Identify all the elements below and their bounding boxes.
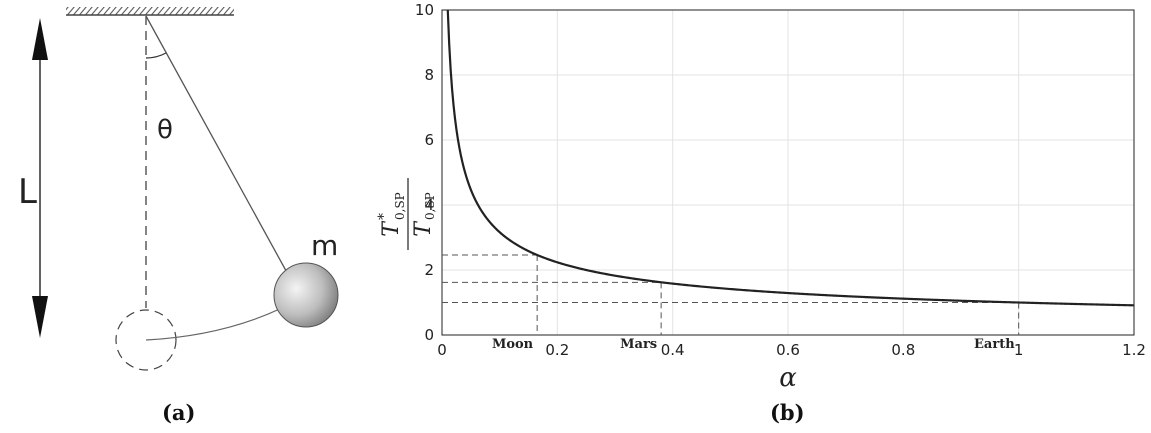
angle-arc [145, 52, 167, 59]
y-tick-label: 10 [415, 1, 434, 19]
panel-b-label: (b) [770, 400, 805, 425]
y-tick-label: 8 [424, 66, 434, 84]
pendulum-string [145, 15, 291, 279]
axis-ticks: 0 0.2 0.4 0.6 0.8 1 1.2 0 2 4 6 8 10 [415, 1, 1146, 359]
rest-bob-outline [115, 309, 177, 371]
marker-label: Moon [492, 337, 534, 352]
mass-label: m [311, 229, 338, 262]
plot-frame [441, 9, 1135, 336]
ylabel-num-sup: * [376, 213, 392, 220]
ylabel-den-sub: 0,SP [423, 192, 437, 220]
ylabel-num-sub: 0,SP [393, 192, 407, 220]
pendulum-diagram: L θ m (a) [18, 7, 339, 425]
panel-a-label: (a) [162, 400, 195, 425]
angle-label: θ [157, 115, 173, 145]
x-tick-label: 0.6 [776, 341, 800, 359]
ylabel-den-main: T [411, 220, 436, 237]
reference-markers: Moon Mars Earth [442, 254, 1020, 352]
y-tick-label: 4 [424, 196, 434, 214]
y-tick-label: 2 [424, 261, 434, 279]
chart-grid [441, 9, 1135, 336]
y-axis-label: T * 0,SP T 0,SP [376, 178, 437, 250]
ratio-chart: 0 0.2 0.4 0.6 0.8 1 1.2 0 2 4 6 8 10 Moon Mars Earth T… [376, 1, 1146, 425]
length-arrow-head-up [32, 18, 48, 60]
x-tick-label: 0.2 [545, 341, 569, 359]
x-tick-label: 0.4 [661, 341, 685, 359]
x-tick-label: 1.2 [1122, 341, 1146, 359]
ratio-curve [446, 9, 1135, 307]
x-tick-label: 1 [1014, 341, 1024, 359]
x-tick-label: 0.8 [891, 341, 915, 359]
y-tick-label: 6 [424, 131, 434, 149]
pendulum-bob [273, 262, 339, 328]
x-tick-label: 0 [437, 341, 447, 359]
marker-label: Earth [974, 337, 1015, 352]
length-label: L [18, 172, 37, 212]
x-axis-label: α [779, 363, 797, 393]
ylabel-num-main: T [379, 220, 404, 237]
y-tick-label: 0 [424, 326, 434, 344]
marker-label: Mars [620, 337, 657, 352]
length-arrow-head-down [32, 296, 48, 338]
ceiling-support [66, 7, 234, 15]
